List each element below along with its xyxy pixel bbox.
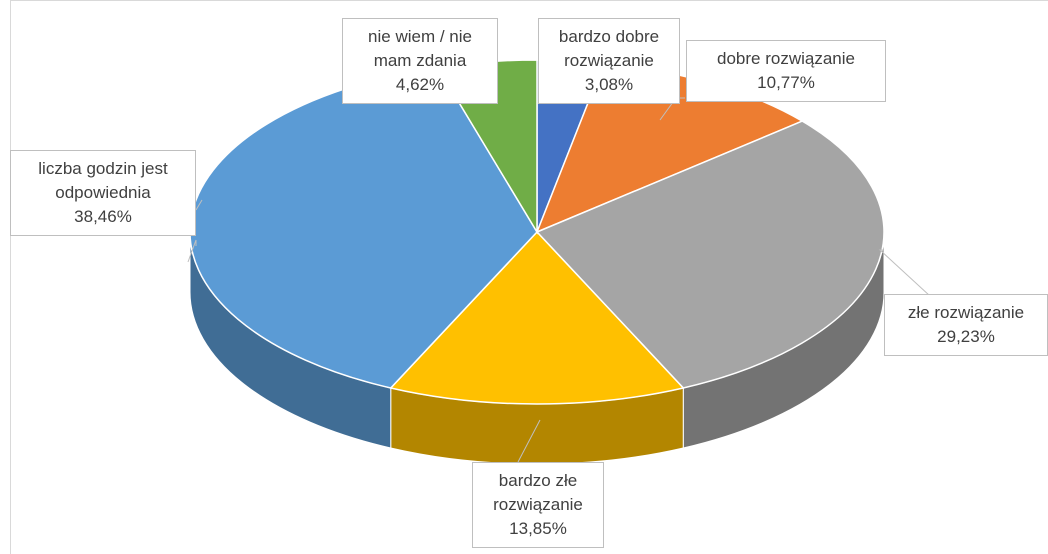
value-label: 29,23% <box>937 327 995 346</box>
data-label: złe rozwiązanie 29,23% <box>884 294 1048 356</box>
slice <box>389 230 685 405</box>
data-label: bardzo złe rozwiązanie 13,85% <box>472 462 604 548</box>
slice <box>535 120 885 389</box>
category-label: bardzo dobre rozwiązanie <box>558 27 660 70</box>
category-label: nie wiem / nie mam zdania <box>368 27 472 70</box>
data-label: liczba godzin jest odpowiednia 38,46% <box>10 150 196 236</box>
value-label: 38,46% <box>74 207 132 226</box>
value-label: 13,85% <box>509 519 567 538</box>
leader-line <box>187 239 197 263</box>
leader-line <box>195 199 203 211</box>
category-label: złe rozwiązanie <box>907 303 1025 322</box>
chart-frame <box>10 0 1048 554</box>
leader-line <box>878 249 931 297</box>
category-label: liczba godzin jest odpowiednia <box>38 159 168 202</box>
value-label: 3,08% <box>584 75 634 94</box>
category-label: bardzo złe rozwiązanie <box>493 471 583 514</box>
data-label: dobre rozwiązanie 10,77% <box>686 40 886 102</box>
data-label: bardzo dobre rozwiązanie 3,08% <box>538 18 680 104</box>
leader-line <box>517 419 541 463</box>
category-label: dobre rozwiązanie <box>717 49 855 68</box>
value-label: 4,62% <box>395 75 445 94</box>
value-label: 10,77% <box>757 73 815 92</box>
data-label: nie wiem / nie mam zdania 4,62% <box>342 18 498 104</box>
